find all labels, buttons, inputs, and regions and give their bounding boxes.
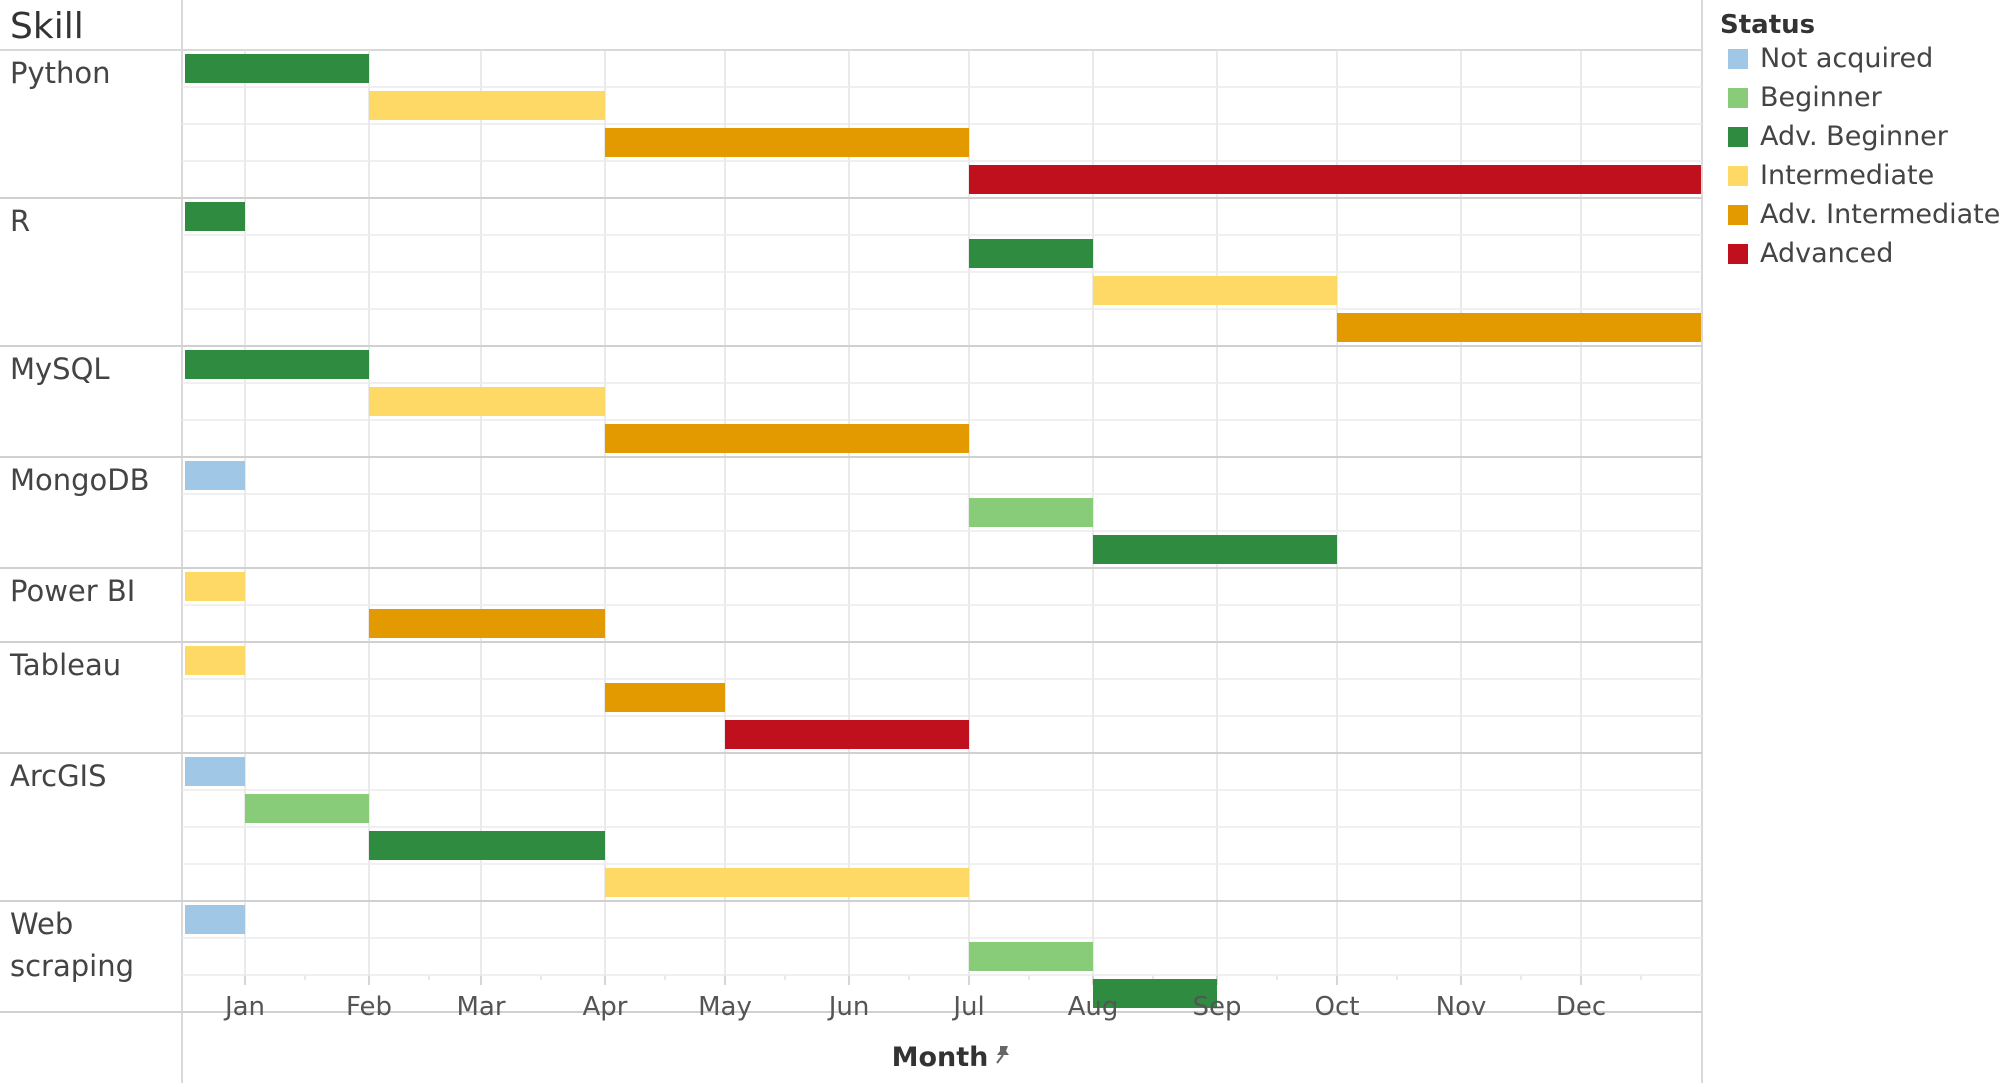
- x-tick-label: Aug: [1068, 992, 1119, 1022]
- legend-label: Not acquired: [1760, 43, 1933, 74]
- legend-label: Intermediate: [1760, 160, 1934, 191]
- gantt-bar[interactable]: [969, 165, 1701, 194]
- gantt-bar[interactable]: [185, 202, 245, 231]
- x-axis-title: Month: [892, 1042, 989, 1073]
- gantt-bar[interactable]: [1093, 979, 1217, 1008]
- skill-label: R: [10, 204, 30, 238]
- grid-layer: [0, 0, 1703, 1083]
- gantt-bar[interactable]: [369, 387, 605, 416]
- legend-label: Beginner: [1760, 82, 1883, 113]
- skill-label: Tableau: [9, 648, 121, 682]
- legend-swatch: [1728, 88, 1748, 108]
- gantt-bar[interactable]: [605, 868, 969, 897]
- bar-layer: [185, 54, 1701, 1008]
- gantt-bar[interactable]: [1093, 276, 1337, 305]
- x-tick-label: Jan: [223, 992, 265, 1022]
- gantt-bar[interactable]: [185, 757, 245, 786]
- gantt-bar[interactable]: [605, 128, 969, 157]
- gantt-bar[interactable]: [969, 239, 1093, 268]
- legend-label: Advanced: [1760, 238, 1893, 269]
- gantt-bar[interactable]: [369, 831, 605, 860]
- gantt-bar[interactable]: [605, 683, 725, 712]
- legend-label: Adv. Intermediate: [1760, 199, 2000, 230]
- gantt-bar[interactable]: [185, 461, 245, 490]
- skill-label: ArcGIS: [10, 759, 107, 793]
- x-tick-label: May: [698, 992, 752, 1022]
- gantt-bar[interactable]: [245, 794, 369, 823]
- legend: Not acquired Beginner Adv. Beginner Interme…: [1728, 43, 2000, 269]
- x-tick-label: Dec: [1556, 992, 1606, 1022]
- skill-label: Python: [10, 56, 111, 90]
- gantt-bar[interactable]: [369, 609, 605, 638]
- gantt-bar[interactable]: [1337, 313, 1701, 342]
- legend-title: Status: [1720, 10, 1815, 40]
- gantt-bar[interactable]: [185, 350, 369, 379]
- x-tick-label: Feb: [346, 992, 392, 1022]
- legend-swatch: [1728, 127, 1748, 147]
- x-tick-label: Sep: [1192, 992, 1241, 1022]
- gantt-bar[interactable]: [605, 424, 969, 453]
- gantt-bar[interactable]: [369, 91, 605, 120]
- gantt-bar[interactable]: [185, 54, 369, 83]
- legend-swatch: [1728, 166, 1748, 186]
- legend-swatch: [1728, 244, 1748, 264]
- skill-label: MongoDB: [10, 463, 150, 497]
- x-tick-label: Jun: [827, 992, 870, 1022]
- gantt-bar[interactable]: [725, 720, 969, 749]
- x-tick-label: Apr: [583, 992, 628, 1022]
- legend-swatch: [1728, 49, 1748, 69]
- legend-swatch: [1728, 205, 1748, 225]
- pin-icon[interactable]: [996, 1046, 1009, 1064]
- gantt-bar[interactable]: [185, 572, 245, 601]
- label-layer: Skill Month Status Jan Feb Mar Apr May Jun Jul…: [9, 6, 1815, 1073]
- gantt-bar[interactable]: [969, 942, 1093, 971]
- legend-label: Adv. Beginner: [1760, 121, 1949, 152]
- gantt-bar[interactable]: [185, 905, 245, 934]
- gantt-bar[interactable]: [185, 646, 245, 675]
- skill-label: Web scraping: [10, 907, 134, 983]
- x-tick-label: Nov: [1436, 992, 1487, 1022]
- gantt-bar[interactable]: [1093, 535, 1337, 564]
- x-tick-label: Mar: [456, 992, 505, 1022]
- skill-label: MySQL: [10, 352, 110, 386]
- row-header-skill: Skill: [10, 6, 84, 47]
- skill-label: Power BI: [10, 574, 135, 608]
- x-tick-label: Oct: [1315, 992, 1360, 1022]
- gantt-bar[interactable]: [969, 498, 1093, 527]
- x-tick-label: Jul: [951, 992, 984, 1022]
